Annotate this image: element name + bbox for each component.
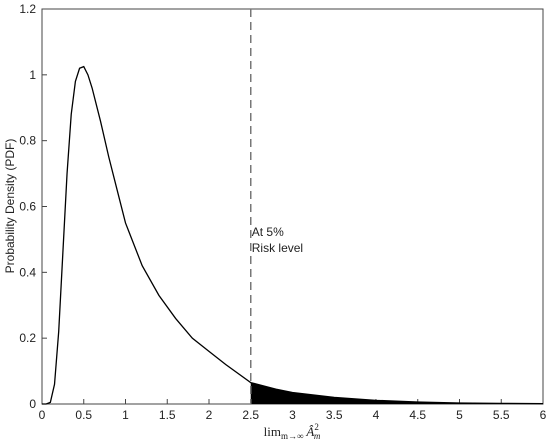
y-tick-label: 0.6 — [19, 200, 36, 214]
y-tick-label: 1 — [29, 68, 36, 82]
y-axis-label: Probability Density (PDF) — [3, 139, 17, 274]
x-tick-label: 1.5 — [159, 408, 176, 422]
x-tick-label: 5 — [456, 408, 463, 422]
axes-box — [41, 8, 544, 405]
y-tick-label: 1.2 — [19, 2, 36, 16]
y-tick-label: 0.2 — [19, 331, 36, 345]
annotation: At 5% — [252, 225, 284, 239]
x-tick-label: 2 — [206, 408, 213, 422]
y-tick-label: 0.4 — [19, 265, 36, 279]
x-label-part: lim — [264, 424, 281, 439]
annotation: Risk level — [252, 241, 303, 255]
x-tick-label: 4.5 — [409, 408, 426, 422]
x-tick-label: 6 — [540, 408, 547, 422]
x-label-part: Â — [305, 424, 314, 439]
x-label-part: m→∞ — [281, 431, 303, 441]
shaded-area — [250, 382, 543, 404]
x-tick-label: 0 — [39, 408, 46, 422]
x-tick-label: 2.5 — [242, 408, 259, 422]
y-tick-label: 0.8 — [19, 134, 36, 148]
x-tick-label: 4 — [373, 408, 380, 422]
pdf-curve — [42, 65, 544, 405]
x-tick-label: 5.5 — [493, 408, 510, 422]
x-tick-label: 1 — [122, 408, 129, 422]
x-axis-label: limm→∞ Â2 m — [264, 422, 321, 441]
x-tick-label: 0.5 — [75, 408, 92, 422]
x-tick-label: 3 — [289, 408, 296, 422]
x-label-part: 2 — [314, 422, 319, 432]
x-label-part: m — [314, 431, 321, 441]
x-tick-label: 3.5 — [326, 408, 343, 422]
y-tick-label: 0 — [29, 397, 36, 411]
